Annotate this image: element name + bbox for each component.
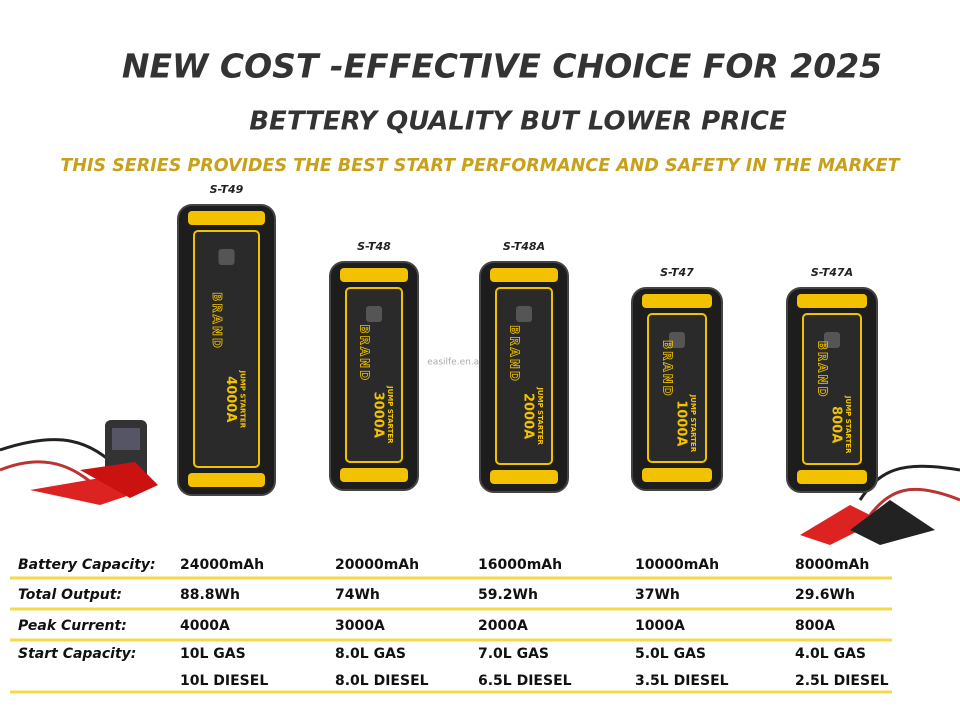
power-button — [824, 332, 840, 348]
device-label: BRAND 4000A JUMP STARTER — [210, 292, 247, 429]
device-kind: JUMP STARTER — [239, 370, 247, 429]
device-panel — [802, 313, 862, 465]
device-kind: JUMP STARTER — [536, 386, 544, 445]
cell: 4.0L GAS — [795, 646, 866, 662]
device-brand: BRAND — [358, 324, 372, 382]
cell: 7.0L GAS — [478, 646, 549, 662]
device-kind: JUMP STARTER — [386, 385, 394, 444]
device-bottom — [340, 468, 408, 482]
subtitle: BETTERY QUALITY BUT LOWER PRICE — [249, 107, 787, 137]
power-button — [516, 306, 532, 322]
cell: 5.0L GAS — [635, 646, 706, 662]
cell: 3000A — [335, 618, 385, 634]
device-bottom — [188, 473, 265, 487]
device-label: BRAND 800A JUMP STARTER — [815, 340, 852, 454]
clamp-cables-left — [0, 420, 158, 505]
cell: 10L GAS — [180, 646, 246, 662]
device-rating: 4000A — [223, 376, 238, 422]
device-label: BRAND 1000A JUMP STARTER — [660, 340, 697, 453]
device-brand: BRAND — [816, 341, 830, 399]
cell: 8.0L GAS — [335, 646, 406, 662]
device-rating: 800A — [829, 406, 844, 443]
cell: 800A — [795, 618, 835, 634]
device-bottom — [642, 468, 712, 482]
device-panel — [647, 313, 707, 463]
device-label: BRAND 3000A JUMP STARTER — [357, 324, 394, 444]
device-rating: 3000A — [371, 392, 386, 438]
power-button — [218, 249, 235, 265]
device-panel — [193, 230, 260, 468]
cell: 59.2Wh — [478, 587, 538, 603]
cell: 10000mAh — [635, 557, 719, 573]
clamp-cables-right — [800, 464, 960, 545]
device-top — [490, 268, 558, 282]
cell: 4000A — [180, 618, 230, 634]
cell: 20000mAh — [335, 557, 419, 573]
row-label: Peak Current: — [18, 618, 127, 634]
cell: 3.5L DIESEL — [635, 673, 729, 689]
row-label: Start Capacity: — [18, 646, 136, 662]
model-label: S-T47 — [660, 266, 694, 279]
cell: 8000mAh — [795, 557, 869, 573]
cell: 6.5L DIESEL — [478, 673, 572, 689]
cell: 29.6Wh — [795, 587, 855, 603]
row-label: Battery Capacity: — [18, 557, 156, 573]
power-button — [366, 306, 382, 322]
cell: 16000mAh — [478, 557, 562, 573]
device-brand: BRAND — [661, 340, 675, 398]
device-brand: BRAND — [210, 292, 224, 350]
device-label: BRAND 2000A JUMP STARTER — [507, 325, 544, 446]
cell: 2.5L DIESEL — [795, 673, 889, 689]
device-brand: BRAND — [508, 325, 522, 383]
cell: 10L DIESEL — [180, 673, 268, 689]
cell: 88.8Wh — [180, 587, 240, 603]
device-top — [340, 268, 408, 282]
title: NEW COST -EFFECTIVE CHOICE FOR 2025 — [122, 47, 882, 86]
cell: 74Wh — [335, 587, 380, 603]
model-label: S-T49 — [210, 183, 244, 196]
device-top — [188, 211, 265, 225]
cell: 2000A — [478, 618, 528, 634]
device-kind: JUMP STARTER — [689, 394, 697, 453]
power-button — [669, 332, 685, 348]
spec-table: Battery Capacity: 24000mAh 20000mAh 16000mA… — [10, 557, 892, 694]
device-panel — [345, 287, 403, 463]
model-label: S-T48A — [503, 240, 545, 253]
watermark: easilfe.en.alibaba.com — [427, 358, 528, 368]
device-rating: 1000A — [674, 400, 689, 446]
device-bottom — [797, 470, 867, 484]
device-bottom — [490, 470, 558, 484]
cell: 37Wh — [635, 587, 680, 603]
device-kind: JUMP STARTER — [844, 395, 852, 454]
tagline: THIS SERIES PROVIDES THE BEST START PERF… — [60, 156, 901, 176]
model-label: S-T48 — [357, 240, 391, 253]
device-top — [797, 294, 867, 308]
model-label: S-T47A — [811, 266, 853, 279]
cell: 1000A — [635, 618, 685, 634]
device-rating: 2000A — [521, 393, 536, 439]
device-top — [642, 294, 712, 308]
row-label: Total Output: — [18, 587, 122, 603]
cell: 8.0L DIESEL — [335, 673, 429, 689]
device-panel — [495, 287, 553, 465]
cell: 24000mAh — [180, 557, 264, 573]
